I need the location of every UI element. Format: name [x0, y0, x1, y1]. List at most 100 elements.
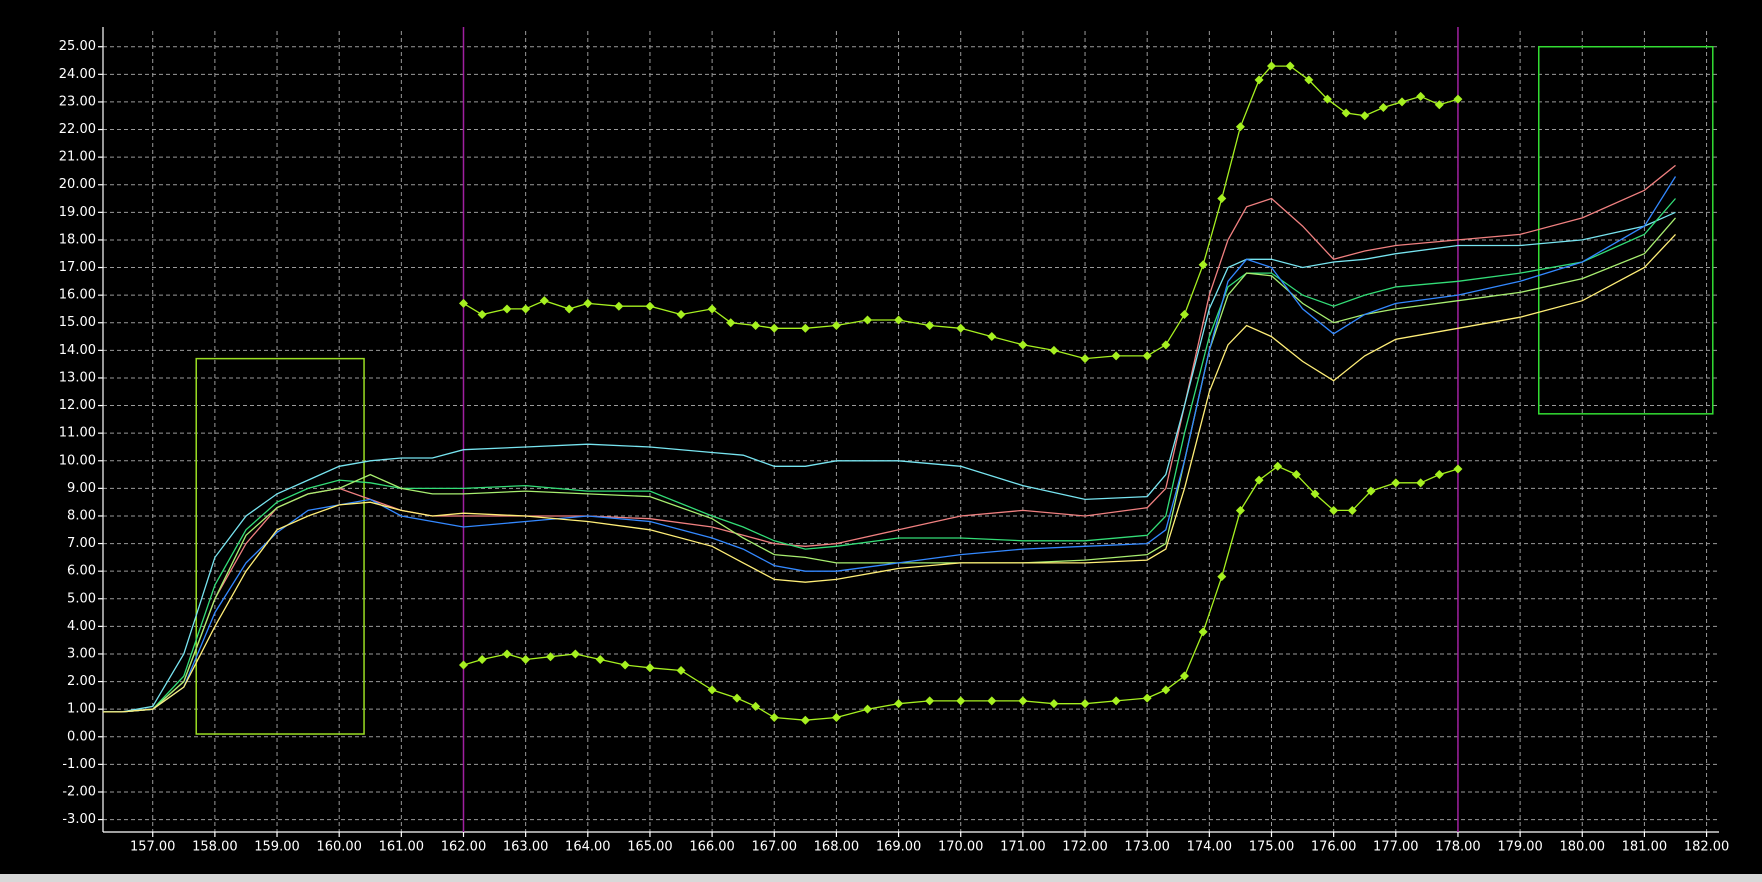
limit-point	[1453, 464, 1463, 474]
limit-point	[1273, 461, 1283, 471]
limit-line	[463, 465, 1459, 721]
y-tick-label: 3.00	[67, 646, 96, 661]
data-line	[103, 233, 1676, 713]
x-tick-label: 172.00	[1062, 840, 1108, 855]
y-tick-label: 9.00	[67, 481, 96, 496]
x-tick-label: 157.00	[130, 840, 176, 855]
limit-point	[726, 318, 736, 328]
limit-point	[831, 321, 841, 331]
limit-point	[1235, 505, 1245, 515]
limit-point	[862, 315, 872, 325]
limit-point	[645, 301, 655, 311]
region-box	[1538, 45, 1714, 415]
limit-point	[1161, 340, 1171, 350]
limit-point	[925, 321, 935, 331]
limit-point	[1360, 111, 1370, 121]
limit-point	[1366, 486, 1376, 496]
limit-point	[502, 649, 512, 659]
x-tick-label: 176.00	[1311, 840, 1357, 855]
limit-point	[1111, 696, 1121, 706]
x-tick-label: 164.00	[565, 840, 611, 855]
limit-point	[1434, 100, 1444, 110]
limit-point	[1416, 478, 1426, 488]
y-tick-label: 6.00	[67, 564, 96, 579]
limit-point	[800, 323, 810, 333]
limit-point	[521, 654, 531, 664]
limit-point	[1285, 61, 1295, 71]
limit-point	[1217, 572, 1227, 582]
limit-point	[732, 693, 742, 703]
x-tick-label: 168.00	[814, 840, 860, 855]
y-tick-label: 16.00	[59, 288, 96, 303]
y-tick-label: 8.00	[67, 508, 96, 523]
limit-point	[1142, 351, 1152, 361]
limit-point	[1453, 94, 1463, 104]
x-tick-label: 165.00	[627, 840, 673, 855]
x-tick-label: 166.00	[689, 840, 735, 855]
limit-point	[620, 660, 630, 670]
y-tick-label: 22.00	[59, 122, 96, 137]
limit-point	[1291, 470, 1301, 480]
limit-point	[1329, 505, 1339, 515]
y-tick-label: 5.00	[67, 591, 96, 606]
limit-point	[1161, 685, 1171, 695]
limit-point	[458, 660, 468, 670]
limit-point	[676, 666, 686, 676]
limit-point	[1080, 354, 1090, 364]
limit-point	[1142, 693, 1152, 703]
limit-point	[477, 309, 487, 319]
y-tick-label: 19.00	[59, 205, 96, 220]
limit-point	[1111, 351, 1121, 361]
x-tick-label: 175.00	[1249, 840, 1295, 855]
limit-point	[1198, 627, 1208, 637]
limit-point	[831, 712, 841, 722]
y-tick-label: 15.00	[59, 315, 96, 330]
limit-point	[894, 315, 904, 325]
limit-point	[1049, 699, 1059, 709]
x-tick-label: 173.00	[1124, 840, 1170, 855]
limit-point	[1322, 94, 1332, 104]
limit-point	[645, 663, 655, 673]
x-tick-label: 161.00	[379, 840, 425, 855]
x-tick-label: 171.00	[1000, 840, 1046, 855]
x-tick-label: 159.00	[254, 840, 300, 855]
limit-point	[894, 699, 904, 709]
limit-point	[1304, 75, 1314, 85]
limit-point	[769, 323, 779, 333]
limit-point	[1018, 696, 1028, 706]
y-tick-label: 7.00	[67, 536, 96, 551]
limit-point	[1310, 489, 1320, 499]
x-tick-label: 169.00	[876, 840, 922, 855]
x-tick-label: 158.00	[192, 840, 238, 855]
y-tick-label: 10.00	[59, 453, 96, 468]
y-tick-label: 23.00	[59, 94, 96, 109]
limit-point	[769, 712, 779, 722]
region-box	[195, 357, 365, 735]
x-tick-label: 163.00	[503, 840, 549, 855]
x-tick-label: 181.00	[1622, 840, 1668, 855]
y-tick-label: -3.00	[62, 812, 96, 827]
y-tick-label: 11.00	[59, 426, 96, 441]
y-tick-label: -1.00	[62, 757, 96, 772]
limit-point	[539, 296, 549, 306]
limit-point	[1198, 260, 1208, 270]
limit-point	[1416, 91, 1426, 101]
x-tick-label: 162.00	[441, 840, 487, 855]
limit-point	[583, 298, 593, 308]
limit-point	[1235, 122, 1245, 132]
limit-point	[1179, 671, 1189, 681]
limit-point	[707, 685, 717, 695]
y-tick-label: -2.00	[62, 784, 96, 799]
limit-point	[521, 304, 531, 314]
x-tick-label: 174.00	[1187, 840, 1233, 855]
y-tick-label: 20.00	[59, 177, 96, 192]
x-tick-label: 179.00	[1497, 840, 1543, 855]
x-tick-label: 177.00	[1373, 840, 1419, 855]
y-tick-label: 17.00	[59, 260, 96, 275]
y-tick-label: 4.00	[67, 619, 96, 634]
y-tick-label: 14.00	[59, 343, 96, 358]
limit-point	[751, 701, 761, 711]
y-tick-label: 18.00	[59, 232, 96, 247]
y-tick-label: 21.00	[59, 150, 96, 165]
